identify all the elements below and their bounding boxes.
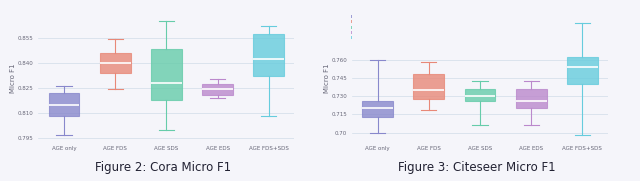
PathPatch shape bbox=[253, 35, 284, 76]
Y-axis label: Micro F1: Micro F1 bbox=[324, 63, 330, 93]
PathPatch shape bbox=[151, 49, 182, 100]
Text: Figure 2: Cora Micro F1: Figure 2: Cora Micro F1 bbox=[95, 161, 231, 174]
PathPatch shape bbox=[567, 57, 598, 84]
PathPatch shape bbox=[413, 74, 444, 98]
Y-axis label: Micro F1: Micro F1 bbox=[10, 63, 17, 93]
PathPatch shape bbox=[465, 89, 495, 101]
Legend: AGE only, AGE FDS, AGE-SDS, AGE EDS, AGE+FDS+SDS: AGE only, AGE FDS, AGE-SDS, AGE EDS, AGE… bbox=[349, 14, 390, 41]
PathPatch shape bbox=[202, 85, 233, 94]
PathPatch shape bbox=[49, 93, 79, 116]
PathPatch shape bbox=[100, 53, 131, 73]
Text: Figure 3: Citeseer Micro F1: Figure 3: Citeseer Micro F1 bbox=[398, 161, 556, 174]
PathPatch shape bbox=[362, 101, 393, 117]
PathPatch shape bbox=[516, 89, 547, 108]
